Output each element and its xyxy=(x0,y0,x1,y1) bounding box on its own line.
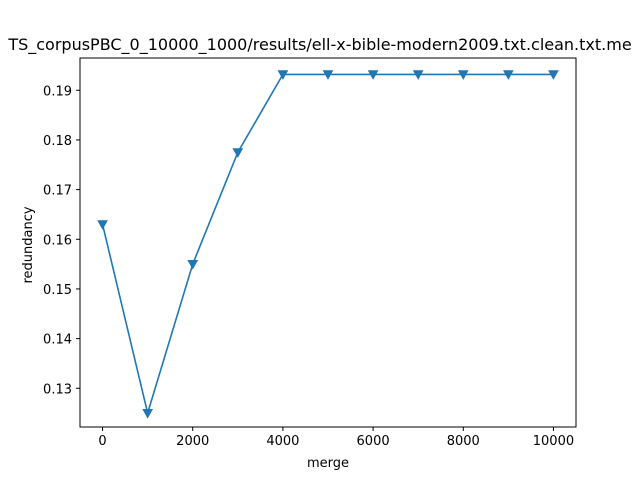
data-point-marker xyxy=(187,260,199,270)
x-tick-label: 0 xyxy=(98,434,106,449)
data-point-marker xyxy=(367,70,379,80)
y-tick-label: 0.14 xyxy=(43,333,72,348)
x-tick-label: 4000 xyxy=(266,434,299,449)
data-point-marker xyxy=(548,70,559,80)
data-point-marker xyxy=(142,408,153,419)
data-point-marker xyxy=(97,220,108,230)
y-axis-ticks: 0.13 0.14 0.15 0.16 0.17 0.18 0.19 xyxy=(43,84,80,397)
axes-frame xyxy=(79,57,577,428)
y-axis-label: redundancy xyxy=(21,206,36,283)
chart-title: TS_corpusPBC_0_10000_1000/results/ell-x-… xyxy=(7,35,631,55)
x-tick-label: 8000 xyxy=(447,434,480,449)
data-point-marker xyxy=(232,148,244,158)
x-axis-label: merge xyxy=(307,456,349,471)
y-tick-label: 0.16 xyxy=(43,233,72,248)
data-point-marker xyxy=(277,70,289,80)
plot-area xyxy=(79,57,577,428)
data-point-marker xyxy=(503,70,514,80)
y-tick-label: 0.17 xyxy=(43,184,72,199)
y-tick-label: 0.15 xyxy=(43,283,72,298)
y-tick-label: 0.18 xyxy=(43,134,72,149)
x-tick-label: 10000 xyxy=(533,434,574,449)
x-tick-label: 2000 xyxy=(176,434,209,449)
data-point-marker xyxy=(412,70,424,80)
data-point-marker xyxy=(457,70,469,80)
x-axis-ticks: 0 2000 4000 6000 8000 10000 xyxy=(98,427,574,449)
x-tick-label: 6000 xyxy=(357,434,390,449)
y-tick-label: 0.13 xyxy=(43,382,72,397)
data-point-marker xyxy=(322,70,334,80)
y-tick-label: 0.19 xyxy=(43,84,72,99)
series-layer xyxy=(97,70,559,419)
